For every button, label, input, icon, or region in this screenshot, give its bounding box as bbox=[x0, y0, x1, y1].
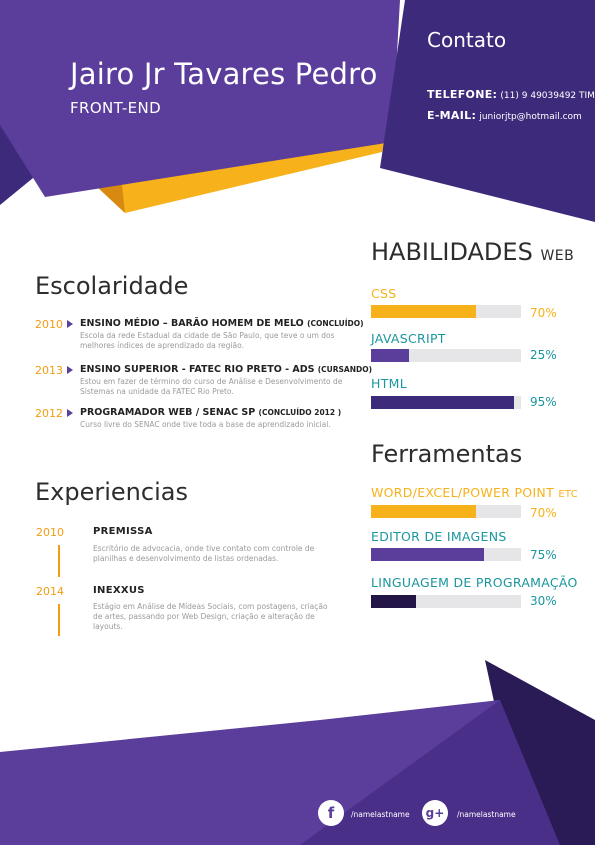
tool-bar bbox=[371, 505, 521, 518]
experience-item-title: PREMISSA bbox=[93, 526, 153, 537]
bullet-arrow-icon bbox=[67, 366, 73, 374]
tool-bar bbox=[371, 548, 521, 561]
experience-year: 2014 bbox=[36, 585, 64, 598]
education-item-title: PROGRAMADOR WEB / SENAC SP (CONCLUÍDO 20… bbox=[80, 407, 342, 418]
footer-mid-shape bbox=[300, 700, 560, 845]
education-item-desc: Escola da rede Estadual da cidade de São… bbox=[80, 331, 335, 350]
experience-item-desc: Escritório de advocacia, onde tive conta… bbox=[93, 544, 315, 563]
skills-title: HABILIDADES WEB bbox=[371, 238, 575, 266]
tool-percent: 75% bbox=[530, 548, 557, 562]
header-orange-band bbox=[95, 140, 385, 213]
tool-bar-fill bbox=[371, 548, 484, 561]
tool-label: WORD/EXCEL/POWER POINT ETC bbox=[371, 485, 579, 500]
google-plus-icon[interactable]: g+ bbox=[422, 800, 448, 826]
contact-panel-shape bbox=[380, 0, 595, 222]
experience-title: Experiencias bbox=[35, 478, 188, 506]
tool-bar-fill bbox=[371, 595, 416, 608]
header-main-shape bbox=[0, 0, 400, 197]
email-value: juniorjtp@hotmail.com bbox=[479, 112, 582, 122]
education-title: Escolaridade bbox=[35, 272, 189, 300]
bullet-arrow-icon bbox=[67, 320, 73, 328]
tool-label: EDITOR DE IMAGENS bbox=[371, 529, 507, 544]
tool-percent: 70% bbox=[530, 506, 557, 520]
google-plus-handle[interactable]: /namelastname bbox=[457, 810, 516, 819]
phone-value: (11) 9 49039492 TIM bbox=[500, 91, 595, 101]
tool-bar bbox=[371, 595, 521, 608]
facebook-icon[interactable]: f bbox=[318, 800, 344, 826]
education-year: 2010 bbox=[35, 318, 63, 331]
facebook-handle[interactable]: /namelastname bbox=[351, 810, 410, 819]
experience-year: 2010 bbox=[36, 526, 64, 539]
experience-item-desc: Estágio em Análise de Mídeas Sociais, co… bbox=[93, 602, 328, 631]
education-year: 2012 bbox=[35, 407, 63, 420]
candidate-name: Jairo Jr Tavares Pedro bbox=[70, 57, 378, 91]
candidate-role: FRONT-END bbox=[70, 99, 162, 117]
email-label: E-MAIL: bbox=[427, 109, 477, 122]
footer-dark-shape bbox=[485, 660, 595, 845]
timeline-line bbox=[58, 545, 60, 577]
skill-percent: 25% bbox=[530, 348, 557, 362]
skill-bar-fill bbox=[371, 396, 514, 409]
education-item-title: ENSINO MÉDIO – BARÃO HOMEM DE MELO (CONC… bbox=[80, 318, 364, 329]
experience-item-title: INEXXUS bbox=[93, 585, 145, 596]
email-line: E-MAIL: juniorjtp@hotmail.com bbox=[427, 109, 582, 122]
education-item-desc: Curso livre do SENAC onde tive toda a ba… bbox=[80, 420, 331, 429]
tool-label: LINGUAGEM DE PROGRAMAÇÃO bbox=[371, 575, 578, 590]
skill-label: JAVASCRIPT bbox=[371, 331, 446, 346]
phone-line: TELEFONE: (11) 9 49039492 TIM bbox=[427, 88, 595, 101]
skill-bar bbox=[371, 305, 521, 318]
skill-bar bbox=[371, 396, 521, 409]
skill-percent: 95% bbox=[530, 395, 557, 409]
skill-bar-fill bbox=[371, 305, 476, 318]
education-item-title: ENSINO SUPERIOR - FATEC RIO PRETO - ADS … bbox=[80, 364, 373, 375]
education-item-desc: Estou em fazer de término do curso de An… bbox=[80, 377, 343, 396]
header-orange-fold bbox=[95, 185, 125, 213]
skill-bar-fill bbox=[371, 349, 409, 362]
bullet-arrow-icon bbox=[67, 409, 73, 417]
skill-percent: 70% bbox=[530, 306, 557, 320]
tools-title: Ferramentas bbox=[371, 440, 523, 468]
contact-title: Contato bbox=[427, 28, 507, 52]
skill-label: CSS bbox=[371, 286, 397, 301]
phone-label: TELEFONE: bbox=[427, 88, 498, 101]
skill-bar bbox=[371, 349, 521, 362]
tool-percent: 30% bbox=[530, 594, 557, 608]
education-year: 2013 bbox=[35, 364, 63, 377]
skill-label: HTML bbox=[371, 376, 407, 391]
timeline-line bbox=[58, 604, 60, 636]
tool-bar-fill bbox=[371, 505, 476, 518]
